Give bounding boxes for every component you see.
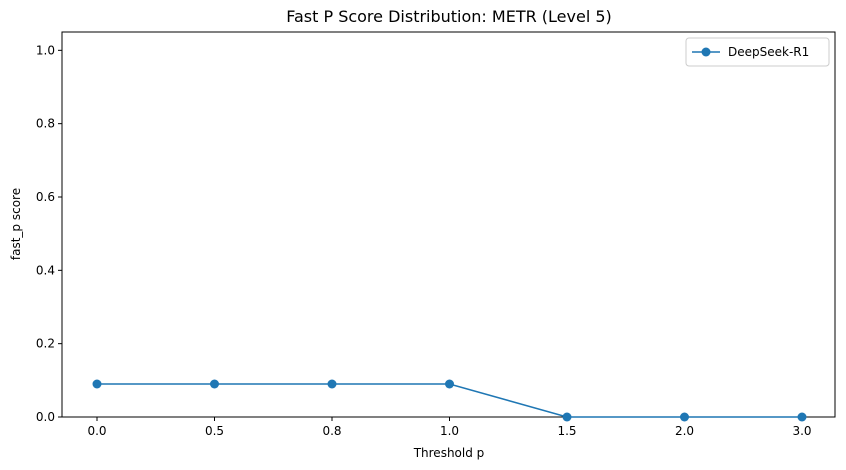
legend-box [685, 37, 830, 67]
legend: DeepSeek-R1 [685, 37, 830, 67]
x-tick-label: 3.0 [792, 424, 811, 438]
x-axis-label: Threshold p [413, 446, 485, 460]
data-point [680, 412, 689, 422]
x-tick-label: 0.0 [87, 424, 106, 438]
y-tick-label: 0.6 [36, 190, 55, 204]
data-point [797, 412, 807, 422]
y-tick-label: 0.4 [36, 263, 55, 277]
y-tick-label: 0.8 [36, 117, 55, 131]
x-tick-label: 0.8 [322, 424, 341, 438]
x-tick-label: 2.0 [675, 424, 694, 438]
y-axis-label: fast_p score [9, 188, 23, 260]
x-tick-label: 1.5 [557, 424, 576, 438]
y-tick-label: 0.2 [36, 337, 55, 351]
chart-title: Fast P Score Distribution: METR (Level 5… [286, 7, 612, 26]
data-point [92, 379, 102, 389]
plot-area [61, 31, 836, 418]
data-point [562, 412, 572, 422]
x-tick-label: 0.5 [205, 424, 224, 438]
y-tick-label: 1.0 [36, 43, 55, 57]
x-tick-label: 1.0 [440, 424, 459, 438]
data-point [445, 379, 454, 389]
y-axis-ticks: 0.0 0.2 0.4 0.6 0.8 1.0 [36, 43, 62, 424]
y-tick-label: 0.0 [36, 410, 55, 424]
legend-marker [701, 47, 711, 57]
legend-label-deepseek-r1: DeepSeek-R1 [728, 45, 809, 59]
data-point [210, 379, 219, 389]
data-point [327, 379, 337, 389]
series-layer [92, 379, 807, 422]
